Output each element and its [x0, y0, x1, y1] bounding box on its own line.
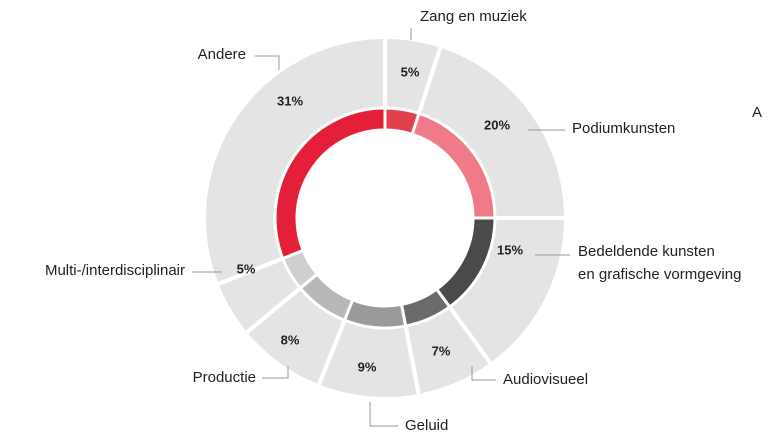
value-label: 15% — [497, 242, 523, 257]
leader-line — [369, 402, 398, 427]
leader-line — [262, 366, 289, 379]
category-label: Audiovisueel — [503, 371, 588, 388]
value-label: 31% — [277, 93, 303, 108]
value-label: 8% — [281, 332, 300, 347]
value-label: 9% — [358, 359, 377, 374]
category-label: Multi-/interdisciplinair — [45, 262, 185, 279]
leader-line — [471, 366, 496, 381]
category-label: Productie — [193, 369, 256, 386]
value-label: 20% — [484, 117, 510, 132]
category-label: Zang en muziek — [420, 8, 527, 25]
category-label: Bedeldende kunsten en grafische vormgevi… — [578, 243, 742, 283]
value-label: 5% — [401, 64, 420, 79]
clipped-text: A — [752, 104, 762, 121]
inner-segment — [273, 106, 387, 261]
category-label: Podiumkunsten — [572, 120, 675, 137]
leader-line — [255, 55, 280, 70]
value-label: 5% — [237, 261, 256, 276]
value-label: 7% — [432, 343, 451, 358]
category-label: Andere — [198, 46, 246, 63]
center-hole — [298, 131, 472, 305]
category-label: Geluid — [405, 417, 448, 434]
